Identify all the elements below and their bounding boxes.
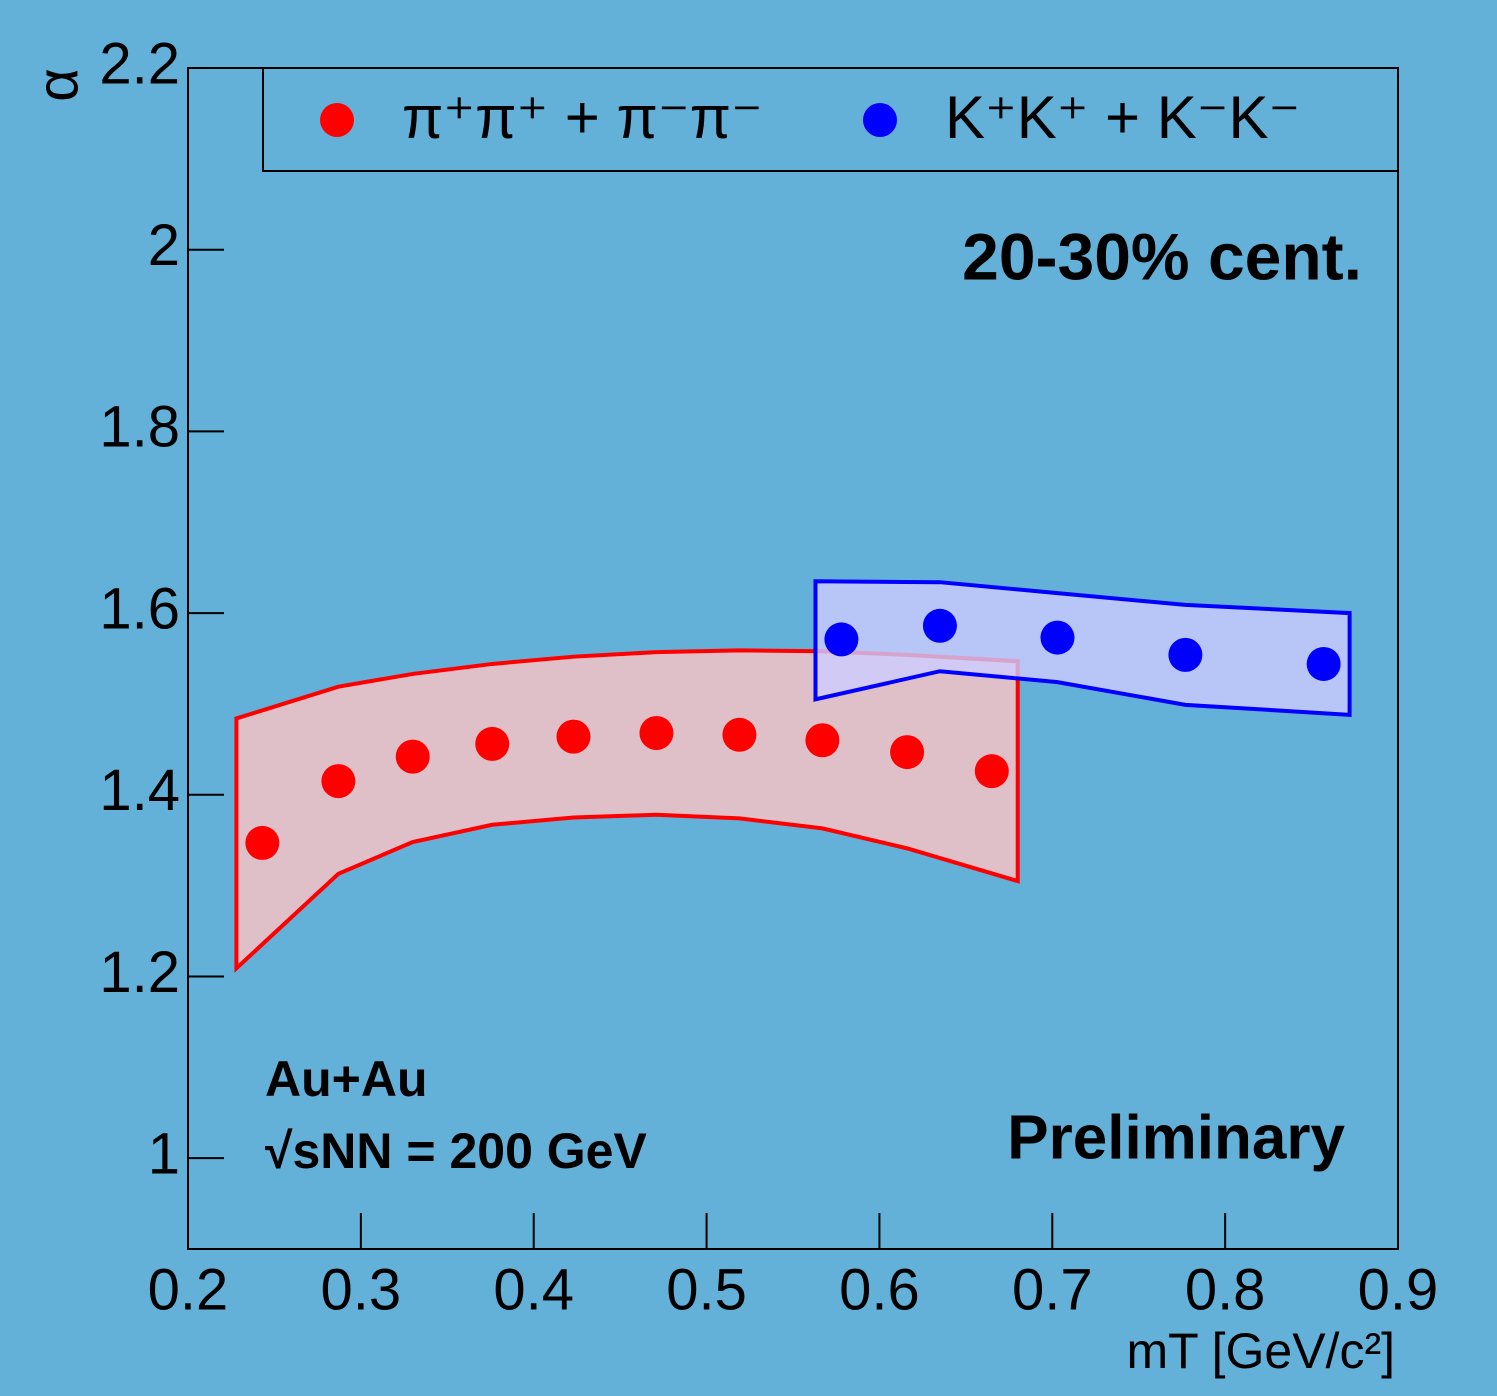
y-axis-label: α bbox=[25, 68, 90, 102]
legend-marker bbox=[320, 103, 354, 137]
point bbox=[824, 622, 859, 657]
x-tick-label: 0.3 bbox=[321, 1257, 402, 1322]
plot-area bbox=[234, 579, 1352, 973]
y-tick-label: 1.8 bbox=[99, 395, 180, 460]
point bbox=[922, 608, 957, 643]
point bbox=[722, 717, 757, 752]
y-tick-label: 1.4 bbox=[99, 758, 180, 823]
y-tick-label: 1.6 bbox=[99, 576, 180, 641]
annotation: Au+Au bbox=[265, 1051, 428, 1107]
point bbox=[805, 723, 840, 758]
point bbox=[475, 726, 510, 761]
point bbox=[639, 715, 674, 750]
x-axis-label: mT [GeV/c²] bbox=[1126, 1323, 1395, 1379]
y-tick-label: 1 bbox=[148, 1121, 180, 1186]
point bbox=[890, 735, 925, 770]
point bbox=[1306, 646, 1341, 681]
point bbox=[245, 825, 280, 860]
x-tick-label: 0.5 bbox=[666, 1257, 747, 1322]
y-tick-label: 2.2 bbox=[99, 31, 180, 96]
point bbox=[321, 764, 356, 799]
legend-box bbox=[262, 67, 1399, 172]
legend-label: π⁺π⁺ + π⁻π⁻ bbox=[402, 84, 763, 151]
annotation: 20-30% cent. bbox=[962, 219, 1362, 293]
point bbox=[395, 739, 430, 774]
x-tick-label: 0.2 bbox=[148, 1257, 229, 1322]
x-tick-label: 0.8 bbox=[1185, 1257, 1266, 1322]
x-tick-label: 0.6 bbox=[839, 1257, 920, 1322]
legend-marker bbox=[863, 103, 897, 137]
y-tick-label: 1.2 bbox=[99, 940, 180, 1005]
annotation: Preliminary bbox=[1007, 1103, 1345, 1172]
point bbox=[556, 719, 591, 754]
legend-label: K⁺K⁺ + K⁻K⁻ bbox=[945, 84, 1300, 151]
x-tick-label: 0.9 bbox=[1358, 1257, 1439, 1322]
annotation: √sNN = 200 GeV bbox=[265, 1123, 647, 1179]
x-tick-label: 0.4 bbox=[493, 1257, 574, 1322]
point bbox=[1040, 620, 1075, 655]
point bbox=[974, 754, 1009, 789]
point bbox=[1168, 637, 1203, 672]
x-tick-label: 0.7 bbox=[1012, 1257, 1093, 1322]
y-tick-label: 2 bbox=[148, 213, 180, 278]
